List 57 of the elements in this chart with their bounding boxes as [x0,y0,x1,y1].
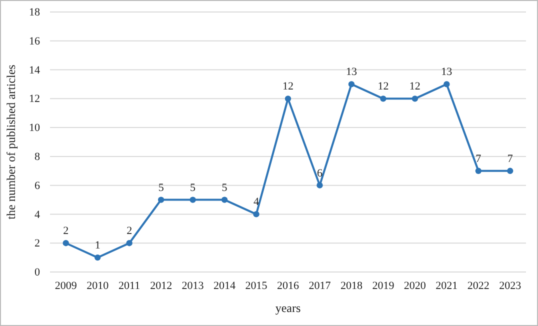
x-tick-label: 2023 [499,280,522,292]
point [284,96,292,102]
x-axis-title: years [275,301,301,315]
point [444,81,450,88]
point [380,96,386,102]
y-tick-label: 10 [29,122,40,134]
data-label: 2 [126,225,132,238]
x-tick-label: 2021 [436,280,458,292]
data-label: 13 [346,66,358,78]
data-label: 5 [222,182,228,194]
x-tick-label: 2014 [214,280,236,292]
point [475,168,482,174]
data-label: 5 [190,182,196,194]
x-tick-label: 2011 [118,280,140,292]
data-label: 7 [507,152,514,165]
data-label: 2 [63,225,69,238]
y-tick-label: 16 [29,35,40,48]
x-tick-label: 2019 [372,280,395,292]
x-tick-label: 2017 [308,280,332,292]
y-tick-label: 8 [34,150,40,163]
y-tick-label: 14 [29,64,40,76]
x-tick-label: 2022 [467,280,490,292]
point [507,168,514,174]
data-label: 13 [441,66,453,78]
y-tick-label: 6 [34,180,40,192]
point [412,96,418,102]
data-label: 7 [476,152,482,165]
point [316,182,323,188]
x-tick-label: 2012 [150,280,172,292]
point [190,196,196,203]
data-label: 4 [254,196,260,208]
x-tick-label: 2018 [340,280,363,292]
y-tick-label: 2 [34,238,40,250]
y-tick-label: 4 [34,208,40,221]
point [253,211,260,218]
x-tick-label: 2010 [86,280,110,292]
y-tick-label: 12 [29,93,40,106]
y-tick-label: 18 [29,6,40,19]
point [348,81,355,88]
point [158,196,164,203]
x-tick-label: 2015 [245,280,268,292]
data-label: 1 [94,240,100,252]
x-tick-label: 2013 [182,280,204,292]
point [62,240,69,246]
x-tick-label: 2009 [54,280,78,292]
x-tick-label: 2016 [277,280,300,292]
data-label: 5 [158,182,164,194]
data-label: 12 [282,80,294,93]
point [126,240,132,246]
y-tick-label: 0 [34,266,40,279]
point [94,254,101,261]
y-axis-title: the number of published articles [4,64,18,220]
data-label: 12 [409,80,420,93]
data-label: 12 [378,80,389,93]
data-label: 6 [316,167,323,180]
x-tick-label: 2020 [404,280,426,292]
point [221,196,228,203]
